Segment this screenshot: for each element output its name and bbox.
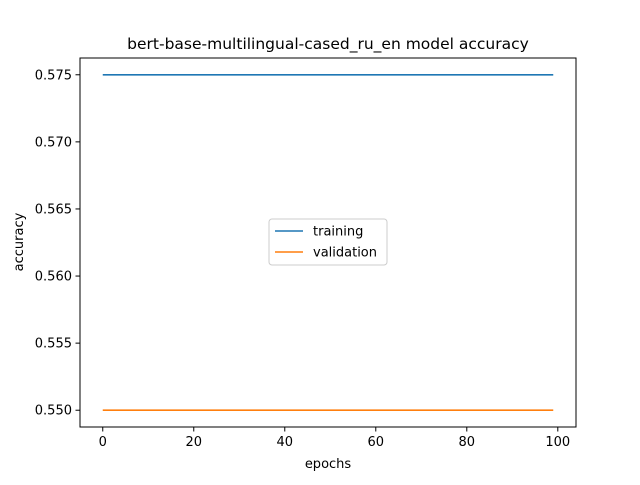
x-axis: 0 20 40 60 80 100 bbox=[99, 427, 570, 450]
x-axis-label: epochs bbox=[305, 457, 352, 472]
y-tick-label: 0.555 bbox=[35, 337, 72, 352]
x-tick-label: 0 bbox=[99, 435, 107, 450]
y-tick-label: 0.550 bbox=[35, 404, 72, 419]
x-tick-label: 80 bbox=[459, 435, 476, 450]
y-axis-label: accuracy bbox=[12, 212, 27, 271]
y-axis: 0.550 0.555 0.560 0.565 0.570 0.575 bbox=[35, 68, 80, 419]
y-tick-label: 0.570 bbox=[35, 135, 72, 150]
x-tick-label: 40 bbox=[276, 435, 293, 450]
legend-label-training: training bbox=[313, 225, 363, 240]
chart-title: bert-base-multilingual-cased_ru_en model… bbox=[127, 35, 529, 54]
y-tick-label: 0.565 bbox=[35, 202, 72, 217]
y-tick-label: 0.575 bbox=[35, 68, 72, 83]
x-tick-label: 20 bbox=[185, 435, 202, 450]
x-tick-label: 100 bbox=[545, 435, 570, 450]
series-layer bbox=[102, 73, 554, 412]
y-tick-label: 0.560 bbox=[35, 270, 72, 285]
legend-label-validation: validation bbox=[313, 246, 377, 261]
x-tick-label: 60 bbox=[368, 435, 385, 450]
legend: training validation bbox=[268, 218, 388, 266]
plot-frame bbox=[79, 57, 577, 428]
